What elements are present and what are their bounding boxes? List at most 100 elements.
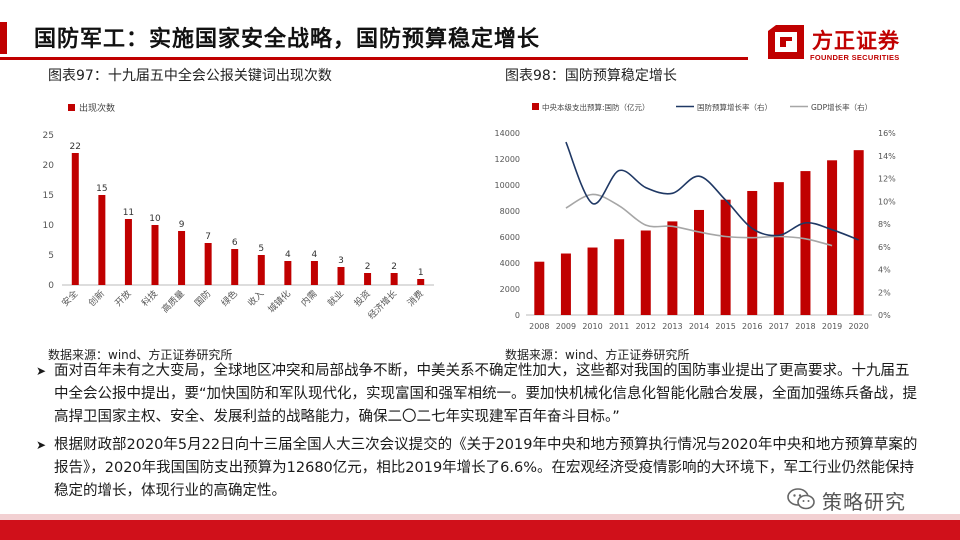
x-tick-label: 2009	[556, 322, 576, 331]
data-label: 15	[96, 184, 107, 194]
legend-label: 国防预算增长率（右）	[697, 102, 772, 112]
data-label: 10	[149, 214, 161, 224]
x-tick-label: 经济增长	[365, 288, 399, 322]
x-tick-label: 2019	[822, 322, 842, 331]
title-accent	[0, 22, 7, 54]
data-label: 4	[312, 250, 318, 260]
y-tick-label: 20	[43, 161, 55, 171]
figure-98-source: 数据来源：wind、方正证券研究所	[505, 348, 690, 362]
data-label: 22	[70, 142, 81, 152]
bar	[534, 261, 545, 315]
x-tick-label: 投资	[351, 288, 372, 309]
bar	[720, 199, 731, 315]
bar	[337, 267, 345, 285]
logo-name: 方正证券	[812, 29, 900, 53]
bar	[560, 253, 571, 315]
data-label: 2	[365, 262, 371, 272]
data-label: 2	[391, 262, 397, 272]
founder-logo-mark-icon	[768, 25, 804, 59]
bullet-list: ➤ 面对百年未有之大变局，全球地区冲突和局部战争不断，中美关系不确定性加大，这些…	[36, 360, 921, 503]
x-tick-label: 收入	[245, 288, 266, 309]
bar	[71, 153, 79, 285]
y-tick-label: 12000	[495, 155, 520, 164]
x-tick-label: 城镇化	[265, 288, 293, 316]
legend-label: 出现次数	[79, 102, 115, 114]
bar	[124, 219, 132, 285]
y2-tick-label: 6%	[878, 243, 891, 252]
y-tick-label: 0	[515, 311, 520, 320]
bar	[587, 247, 598, 315]
bullet-item: ➤ 根据财政部2020年5月22日向十三届全国人大三次会议提交的《关于2019年…	[36, 434, 921, 503]
x-tick-label: 2015	[715, 322, 735, 331]
y2-tick-label: 8%	[878, 220, 891, 229]
title-rule	[0, 57, 748, 60]
bar	[364, 273, 372, 285]
series-line	[565, 141, 859, 241]
watermark-text: 策略研究	[822, 490, 906, 514]
data-label: 5	[258, 244, 264, 254]
y-tick-label: 6000	[500, 233, 520, 242]
x-tick-label: 2012	[636, 322, 656, 331]
x-tick-label: 2017	[769, 322, 789, 331]
data-label: 9	[179, 220, 185, 230]
wechat-icon	[787, 488, 815, 510]
x-tick-label: 高质量	[159, 288, 187, 316]
keyword-count-chart: 出现次数051015202522安全15创新11开放10科技9高质量7国防6绿色…	[43, 102, 434, 322]
series-line	[565, 193, 833, 247]
defense-budget-chart: 中央本级支出预算:国防（亿元） 国防预算增长率（右） GDP增长率（右） 0 2000 4…	[495, 102, 897, 331]
bar	[98, 195, 106, 285]
y-tick-label: 15	[43, 191, 54, 201]
y-tick-label: 2000	[500, 285, 520, 294]
x-tick-label: 2008	[529, 322, 549, 331]
bar	[204, 243, 212, 285]
data-label: 6	[232, 238, 238, 248]
y2-tick-label: 10%	[878, 197, 896, 206]
bar	[640, 230, 651, 315]
y-tick-label: 0	[48, 281, 54, 291]
y-tick-label: 4000	[500, 259, 520, 268]
data-label: 4	[285, 250, 291, 260]
data-label: 11	[123, 208, 134, 218]
bar	[390, 273, 398, 285]
y2-tick-label: 16%	[878, 129, 896, 138]
x-tick-label: 国防	[192, 288, 213, 309]
x-tick-label: 2013	[662, 322, 682, 331]
bar	[151, 225, 159, 285]
y2-tick-label: 2%	[878, 288, 891, 297]
x-tick-label: 创新	[86, 288, 107, 309]
figure-98-title: 图表98：国防预算稳定增长	[505, 68, 677, 84]
bullet-item: ➤ 面对百年未有之大变局，全球地区冲突和局部战争不断，中美关系不确定性加大，这些…	[36, 360, 921, 429]
x-tick-label: 2018	[795, 322, 815, 331]
legend-swatch	[68, 104, 75, 111]
y-tick-label: 8000	[500, 207, 520, 216]
figure-97-title: 图表97：十九届五中全会公报关键词出现次数	[48, 68, 332, 84]
wechat-watermark: 策略研究	[786, 484, 936, 514]
x-tick-label: 安全	[59, 288, 80, 309]
bar	[284, 261, 292, 285]
logo-subtitle: FOUNDER SECURITIES	[810, 53, 900, 62]
bullet-text: 根据财政部2020年5月22日向十三届全国人大三次会议提交的《关于2019年中央…	[54, 437, 918, 499]
bullet-text: 面对百年未有之大变局，全球地区冲突和局部战争不断，中美关系不确定性加大，这些都对…	[54, 363, 918, 425]
data-label: 1	[418, 268, 424, 278]
x-tick-label: 2011	[609, 322, 629, 331]
title-bar	[0, 20, 748, 56]
x-tick-label: 开放	[112, 288, 133, 309]
x-tick-label: 2014	[689, 322, 709, 331]
legend-label: GDP增长率（右）	[811, 102, 872, 112]
bar	[231, 249, 239, 285]
bar	[257, 255, 265, 285]
bar	[800, 171, 811, 315]
x-tick-label: 科技	[139, 288, 160, 309]
data-label: 7	[205, 232, 211, 242]
y2-tick-label: 12%	[878, 175, 896, 184]
y-tick-label: 14000	[495, 129, 520, 138]
bar	[310, 261, 318, 285]
x-tick-label: 就业	[325, 288, 346, 309]
y2-tick-label: 0%	[878, 311, 891, 320]
bar	[773, 182, 784, 315]
x-tick-label: 2010	[582, 322, 602, 331]
x-tick-label: 2020	[849, 322, 869, 331]
bar	[853, 150, 864, 315]
y-tick-label: 10000	[495, 181, 520, 190]
y-tick-label: 5	[48, 251, 54, 261]
